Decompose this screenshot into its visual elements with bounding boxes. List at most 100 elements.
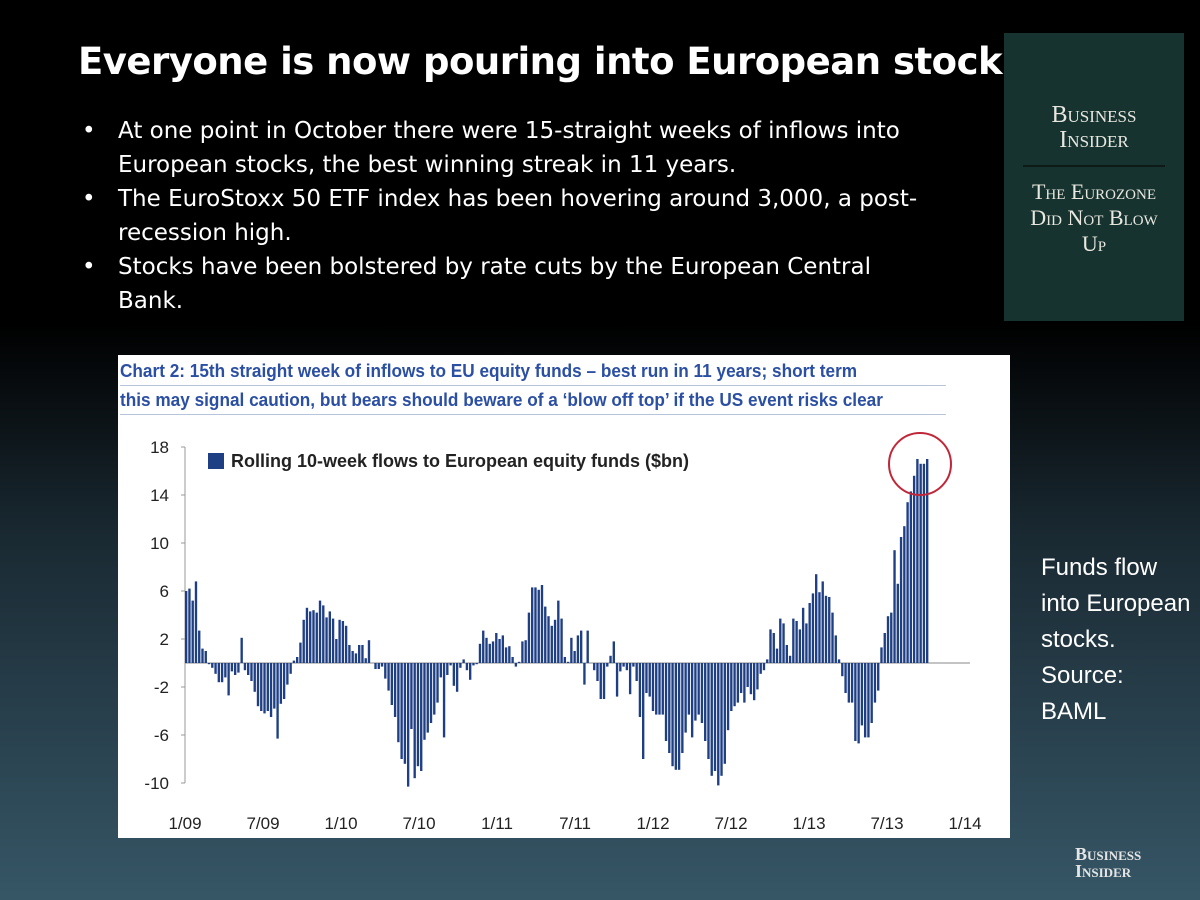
bar — [253, 663, 256, 692]
y-tick-label: 18 — [150, 438, 169, 457]
bar — [713, 663, 717, 771]
bar — [312, 610, 315, 663]
bar — [870, 663, 873, 723]
slide-title: Everyone is now pouring into European st… — [78, 40, 1038, 83]
bar — [922, 463, 926, 663]
bar — [250, 663, 253, 681]
bar — [860, 663, 864, 726]
bar — [204, 651, 207, 663]
bar — [625, 663, 629, 671]
bar — [534, 587, 537, 663]
bar — [420, 663, 423, 771]
bar — [792, 618, 795, 663]
bar — [563, 657, 567, 663]
bar — [756, 663, 759, 690]
bar — [576, 635, 580, 663]
bar — [374, 663, 377, 669]
highlight-circle — [888, 432, 952, 496]
badge-divider — [1023, 165, 1165, 167]
bar — [752, 663, 756, 701]
bar — [263, 663, 266, 714]
bar — [553, 619, 557, 663]
bar — [377, 663, 380, 669]
bar — [801, 607, 805, 663]
bar — [220, 663, 224, 683]
bar — [655, 663, 658, 715]
bar — [850, 663, 854, 703]
y-tick-label: -10 — [144, 774, 169, 793]
chart-title-line: this may signal caution, but bears shoul… — [120, 386, 946, 415]
bar — [185, 591, 188, 663]
bar — [295, 657, 299, 663]
bar — [903, 526, 906, 663]
bar — [498, 639, 501, 663]
bar — [586, 630, 589, 663]
bar — [537, 589, 540, 663]
bar — [867, 663, 870, 738]
bar — [384, 663, 387, 679]
bar — [717, 663, 720, 786]
bar — [397, 663, 400, 743]
bar — [681, 663, 684, 753]
x-tick-label: 1/14 — [948, 814, 981, 833]
bar — [890, 612, 893, 663]
bar — [344, 625, 348, 663]
bar — [730, 663, 733, 711]
chart-title-line: Chart 2: 15th straight week of inflows t… — [120, 357, 946, 386]
bar — [436, 663, 439, 703]
bar — [468, 663, 472, 680]
bar — [831, 612, 834, 663]
bar — [566, 661, 570, 663]
bar — [664, 663, 668, 741]
bar — [808, 603, 811, 663]
bar — [645, 663, 648, 693]
bar — [508, 646, 511, 663]
bar — [465, 663, 469, 671]
bar — [815, 574, 818, 663]
bar — [488, 643, 491, 663]
bar — [795, 621, 798, 663]
bar — [733, 663, 736, 707]
bar — [449, 663, 452, 666]
bullet-item: The EuroStoxx 50 ETF index has been hove… — [82, 182, 942, 250]
x-tick-label: 1/09 — [168, 814, 201, 833]
bar-chart: 18 14 10 6 2 -2 -6 -10 1/09 7/09 1/10 7/10 1/11 7/11 1… — [144, 432, 982, 833]
bar — [475, 663, 478, 665]
bar — [279, 663, 283, 704]
bar — [622, 663, 625, 667]
bar — [886, 616, 890, 663]
bar — [609, 655, 612, 663]
bar — [393, 663, 397, 717]
bar — [282, 663, 286, 699]
bar — [837, 659, 841, 663]
bar — [328, 611, 331, 663]
bar — [743, 663, 746, 703]
x-tick-label: 1/11 — [481, 814, 513, 833]
bar — [224, 663, 227, 678]
bar — [472, 663, 475, 666]
bar — [442, 663, 446, 738]
bar — [305, 607, 309, 663]
bar — [720, 663, 723, 776]
bar — [863, 663, 867, 738]
bar — [194, 581, 198, 663]
bar — [854, 663, 857, 741]
bar — [459, 663, 462, 668]
bar — [632, 663, 635, 667]
bar — [406, 663, 410, 787]
bar — [495, 633, 498, 663]
bar — [452, 663, 456, 686]
slide-caption: Funds flow into European stocks. Source:… — [1041, 554, 1191, 725]
y-tick-label: 14 — [150, 486, 169, 505]
bar — [602, 663, 606, 699]
bar — [207, 663, 211, 665]
bar — [416, 663, 420, 767]
bar — [299, 642, 302, 663]
bar — [439, 663, 442, 678]
x-tick-label: 7/09 — [246, 814, 279, 833]
bar — [615, 663, 619, 697]
bar — [828, 597, 831, 663]
bar — [805, 623, 808, 663]
bar — [684, 663, 687, 733]
bar — [260, 663, 263, 711]
